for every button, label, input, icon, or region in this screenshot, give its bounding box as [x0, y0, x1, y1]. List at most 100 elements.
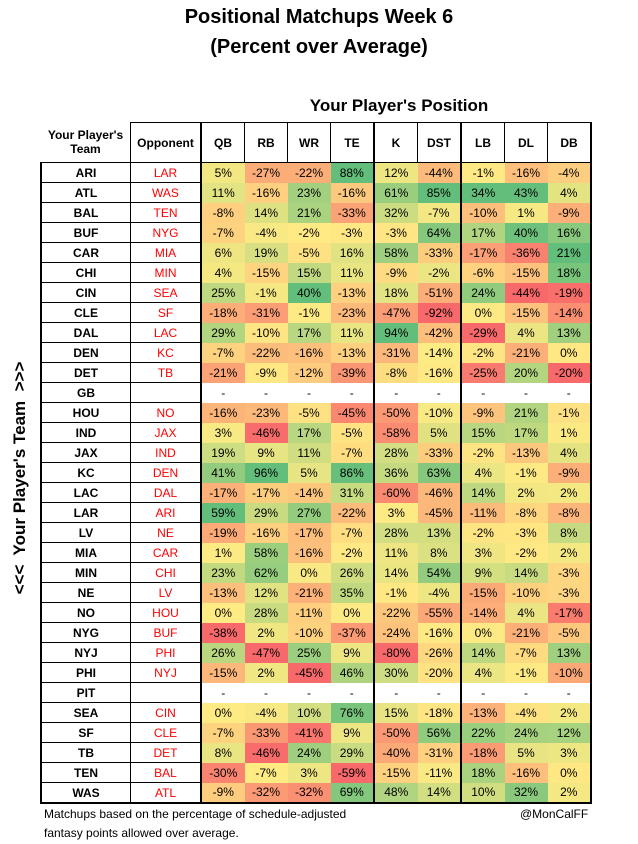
value-cell-dl: -1%	[504, 662, 548, 683]
team-cell: JAX	[40, 442, 131, 463]
value-cell-db: 1%	[547, 422, 592, 443]
header-wr: WR	[287, 122, 331, 163]
opponent-cell: ARI	[130, 502, 202, 523]
value-cell-lb: 0%	[460, 302, 505, 323]
footnote-line2: fantasy points allowed over average.	[44, 826, 239, 840]
value-cell-k: -24%	[373, 622, 418, 643]
value-cell-te: -5%	[330, 422, 374, 443]
opponent-cell: SF	[130, 302, 202, 323]
value-cell-rb: 14%	[244, 202, 288, 223]
team-cell: NE	[40, 582, 131, 603]
header-row: Your Player's Team Opponent QB RB WR TE K DST…	[41, 122, 592, 163]
opponent-cell: NYG	[130, 222, 202, 243]
team-cell: NYJ	[40, 642, 131, 663]
value-cell-wr: 5%	[287, 462, 331, 483]
value-cell-dl: 4%	[504, 602, 548, 623]
team-cell: PIT	[40, 682, 131, 703]
value-cell-qb: 41%	[200, 462, 245, 483]
value-cell-lb: 0%	[460, 622, 505, 643]
credit: @MonCalFF	[520, 807, 589, 821]
value-cell-lb: -2%	[460, 522, 505, 543]
value-cell-te: -	[330, 382, 374, 403]
value-cell-dl: -21%	[504, 622, 548, 643]
value-cell-db: 8%	[547, 522, 592, 543]
opponent-cell: DET	[130, 742, 202, 763]
team-cell: MIA	[40, 542, 131, 563]
value-cell-dst: 64%	[417, 222, 461, 243]
value-cell-te: -45%	[330, 402, 374, 423]
value-cell-wr: 3%	[287, 762, 331, 783]
value-cell-dl: -7%	[504, 642, 548, 663]
opponent-cell: WAS	[130, 182, 202, 203]
opponent-cell: DEN	[130, 462, 202, 483]
table-row: NE LV -13% 12% -21% 35% -1% -4% -15% -10% -3%	[40, 582, 592, 603]
value-cell-lb: 34%	[460, 182, 505, 203]
value-cell-rb: 29%	[244, 502, 288, 523]
value-cell-qb: 59%	[200, 502, 245, 523]
value-cell-dl: -13%	[504, 442, 548, 463]
table-row: NYJ PHI 26% -47% 25% 9% -80% -26% 14% -7% 13%	[40, 642, 592, 663]
value-cell-te: 11%	[330, 322, 374, 343]
value-cell-te: 35%	[330, 582, 374, 603]
header-dst: DST	[417, 122, 462, 163]
value-cell-db: 0%	[547, 762, 592, 783]
value-cell-dst: 8%	[417, 542, 461, 563]
opponent-cell: NE	[130, 522, 202, 543]
table-row: JAX IND 19% 9% 11% -7% 28% -33% -2% -13% 4%	[40, 442, 592, 463]
value-cell-qb: 25%	[200, 282, 245, 303]
value-cell-dst: -31%	[417, 742, 461, 763]
value-cell-dst: -92%	[417, 302, 461, 323]
value-cell-k: 11%	[373, 542, 418, 563]
value-cell-k: -1%	[373, 582, 418, 603]
value-cell-k: -80%	[373, 642, 418, 663]
value-cell-wr: -	[287, 682, 331, 703]
value-cell-lb: -15%	[460, 582, 505, 603]
value-cell-db: 2%	[547, 542, 592, 563]
value-cell-k: 28%	[373, 522, 418, 543]
value-cell-wr: -45%	[287, 662, 331, 683]
value-cell-wr: 25%	[287, 642, 331, 663]
value-cell-db: 13%	[547, 322, 592, 343]
value-cell-wr: 27%	[287, 502, 331, 523]
value-cell-qb: 5%	[200, 162, 245, 183]
value-cell-k: -9%	[373, 262, 418, 283]
value-cell-wr: -12%	[287, 362, 331, 383]
team-cell: CAR	[40, 242, 131, 263]
value-cell-lb: -10%	[460, 202, 505, 223]
table-row: SF CLE -7% -33% -41% 9% -50% 56% 22% 24% 12%	[40, 722, 592, 743]
value-cell-dst: 85%	[417, 182, 461, 203]
value-cell-qb: 19%	[200, 442, 245, 463]
value-cell-rb: -46%	[244, 742, 288, 763]
value-cell-db: -3%	[547, 582, 592, 603]
opponent-cell: LV	[130, 582, 202, 603]
value-cell-dst: -16%	[417, 622, 461, 643]
value-cell-wr: -11%	[287, 602, 331, 623]
value-cell-k: -15%	[373, 762, 418, 783]
value-cell-dst: -33%	[417, 442, 461, 463]
value-cell-te: -33%	[330, 202, 374, 223]
value-cell-rb: -	[244, 382, 288, 403]
value-cell-te: -23%	[330, 302, 374, 323]
value-cell-rb: -17%	[244, 482, 288, 503]
value-cell-rb: 2%	[244, 662, 288, 683]
row-axis-label: <<< Your Player's Team >>>	[10, 361, 29, 595]
value-cell-qb: -16%	[200, 402, 245, 423]
value-cell-lb: 15%	[460, 422, 505, 443]
value-cell-lb: -18%	[460, 742, 505, 763]
value-cell-wr: -14%	[287, 482, 331, 503]
opponent-cell: BUF	[130, 622, 202, 643]
value-cell-wr: -32%	[287, 782, 331, 804]
value-cell-rb: -22%	[244, 342, 288, 363]
table-row: PIT - - - - - - - - -	[40, 682, 592, 703]
table-row: DET TB -21% -9% -12% -39% -8% -16% -25% 20% -20%	[40, 362, 592, 383]
value-cell-dst: -	[417, 682, 461, 703]
value-cell-dl: -4%	[504, 702, 548, 723]
value-cell-db: 21%	[547, 242, 592, 263]
value-cell-dl: 20%	[504, 362, 548, 383]
value-cell-dl: 2%	[504, 482, 548, 503]
value-cell-db: -3%	[547, 562, 592, 583]
value-cell-qb: 1%	[200, 542, 245, 563]
value-cell-db: 18%	[547, 262, 592, 283]
value-cell-rb: -4%	[244, 702, 288, 723]
value-cell-wr: -16%	[287, 342, 331, 363]
